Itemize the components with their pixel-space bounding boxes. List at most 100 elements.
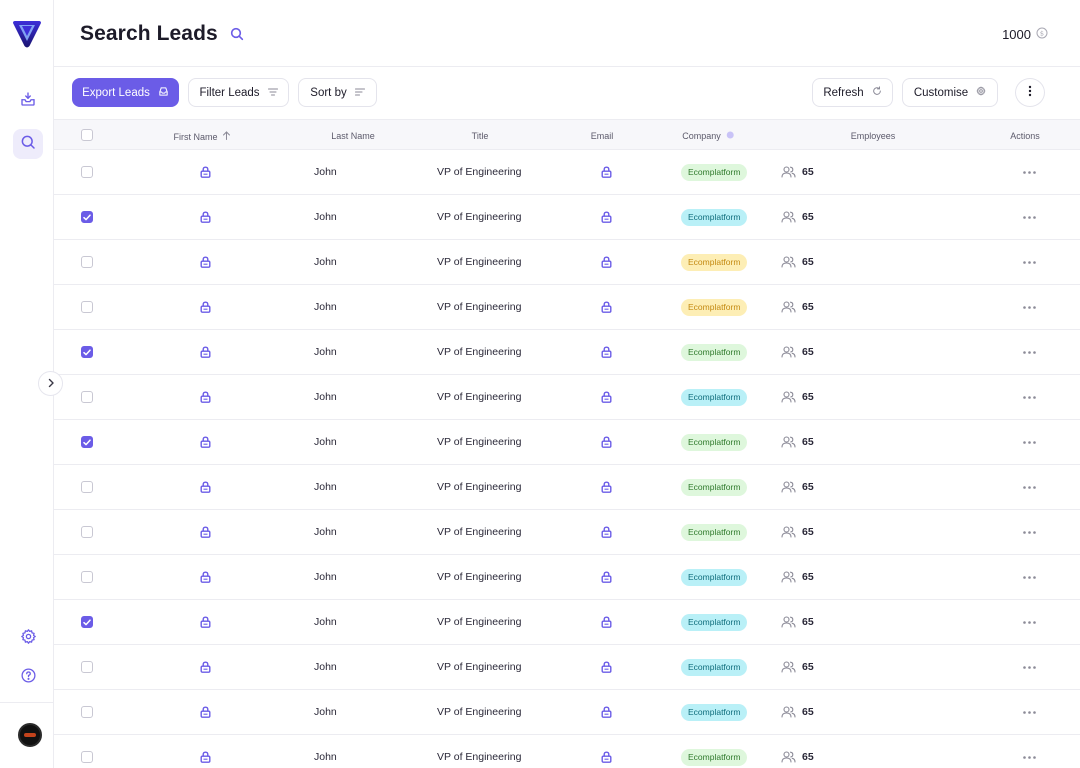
lock-icon[interactable] xyxy=(601,301,612,313)
lock-icon[interactable] xyxy=(601,661,612,673)
lock-icon[interactable] xyxy=(200,481,211,493)
lock-icon[interactable] xyxy=(601,481,612,493)
email-locked[interactable] xyxy=(601,375,612,419)
lock-icon[interactable] xyxy=(200,391,211,403)
refresh-button[interactable]: Refresh xyxy=(812,78,893,107)
table-row[interactable]: John VP of Engineering Ecomplatform 65 xyxy=(54,240,1080,285)
row-checkbox-cell[interactable] xyxy=(81,285,93,329)
checkbox[interactable] xyxy=(81,128,93,141)
row-actions-button[interactable] xyxy=(1023,510,1036,554)
more-horizontal-icon[interactable] xyxy=(1023,440,1036,444)
sidebar-item-search[interactable] xyxy=(13,129,43,159)
first-name-locked[interactable] xyxy=(200,375,211,419)
row-checkbox-cell[interactable] xyxy=(81,690,93,734)
row-checkbox-cell[interactable] xyxy=(81,465,93,509)
company-badge[interactable]: Ecomplatform xyxy=(681,163,748,181)
first-name-locked[interactable] xyxy=(200,420,211,464)
arrow-up-icon[interactable] xyxy=(223,131,231,142)
row-checkbox-cell[interactable] xyxy=(81,195,93,239)
more-horizontal-icon[interactable] xyxy=(1023,215,1036,219)
row-actions-button[interactable] xyxy=(1023,645,1036,689)
table-row[interactable]: John VP of Engineering Ecomplatform 65 xyxy=(54,600,1080,645)
table-row[interactable]: John VP of Engineering Ecomplatform 65 xyxy=(54,195,1080,240)
column-header-first-name[interactable]: First Name xyxy=(173,131,231,142)
first-name-locked[interactable] xyxy=(200,195,211,239)
filter-leads-button[interactable]: Filter Leads xyxy=(188,78,289,107)
column-header-last-name[interactable]: Last Name xyxy=(331,131,375,141)
email-locked[interactable] xyxy=(601,645,612,689)
column-header-employees[interactable]: Employees xyxy=(850,131,896,141)
checkbox[interactable] xyxy=(81,346,93,358)
company-badge[interactable]: Ecomplatform xyxy=(681,388,748,406)
checkbox[interactable] xyxy=(81,211,93,223)
row-checkbox-cell[interactable] xyxy=(81,555,93,599)
more-horizontal-icon[interactable] xyxy=(1023,170,1036,174)
row-checkbox-cell[interactable] xyxy=(81,510,93,554)
company-badge[interactable]: Ecomplatform xyxy=(681,568,748,586)
row-checkbox-cell[interactable] xyxy=(81,420,93,464)
lock-icon[interactable] xyxy=(601,526,612,538)
checkbox[interactable] xyxy=(81,166,93,178)
more-horizontal-icon[interactable] xyxy=(1023,395,1036,399)
row-actions-button[interactable] xyxy=(1023,330,1036,374)
first-name-locked[interactable] xyxy=(200,285,211,329)
row-actions-button[interactable] xyxy=(1023,690,1036,734)
lock-icon[interactable] xyxy=(601,391,612,403)
more-options-button[interactable] xyxy=(1015,78,1045,107)
lock-icon[interactable] xyxy=(601,571,612,583)
company-badge[interactable]: Ecomplatform xyxy=(681,253,748,271)
first-name-locked[interactable] xyxy=(200,240,211,284)
row-checkbox-cell[interactable] xyxy=(81,240,93,284)
email-locked[interactable] xyxy=(601,735,612,768)
column-header-company[interactable]: Company xyxy=(682,131,734,141)
table-row[interactable]: John VP of Engineering Ecomplatform 65 xyxy=(54,330,1080,375)
more-horizontal-icon[interactable] xyxy=(1023,620,1036,624)
email-locked[interactable] xyxy=(601,285,612,329)
company-badge[interactable]: Ecomplatform xyxy=(681,703,748,721)
table-row[interactable]: John VP of Engineering Ecomplatform 65 xyxy=(54,285,1080,330)
lock-icon[interactable] xyxy=(601,256,612,268)
row-actions-button[interactable] xyxy=(1023,600,1036,644)
lock-icon[interactable] xyxy=(601,616,612,628)
more-horizontal-icon[interactable] xyxy=(1023,755,1036,759)
row-checkbox-cell[interactable] xyxy=(81,645,93,689)
row-actions-button[interactable] xyxy=(1023,465,1036,509)
more-horizontal-icon[interactable] xyxy=(1023,350,1036,354)
row-actions-button[interactable] xyxy=(1023,150,1036,194)
lock-icon[interactable] xyxy=(601,751,612,763)
row-actions-button[interactable] xyxy=(1023,285,1036,329)
more-horizontal-icon[interactable] xyxy=(1023,305,1036,309)
sidebar-item-settings[interactable] xyxy=(13,624,43,654)
lock-icon[interactable] xyxy=(200,436,211,448)
email-locked[interactable] xyxy=(601,555,612,599)
table-row[interactable]: John VP of Engineering Ecomplatform 65 xyxy=(54,150,1080,195)
company-badge[interactable]: Ecomplatform xyxy=(681,208,748,226)
checkbox[interactable] xyxy=(81,526,93,538)
more-horizontal-icon[interactable] xyxy=(1023,485,1036,489)
checkbox[interactable] xyxy=(81,751,93,763)
first-name-locked[interactable] xyxy=(200,330,211,374)
more-horizontal-icon[interactable] xyxy=(1023,575,1036,579)
table-row[interactable]: John VP of Engineering Ecomplatform 65 xyxy=(54,420,1080,465)
export-leads-button[interactable]: Export Leads xyxy=(72,78,179,107)
lock-icon[interactable] xyxy=(200,751,211,763)
lock-icon[interactable] xyxy=(200,616,211,628)
checkbox[interactable] xyxy=(81,391,93,403)
lock-icon[interactable] xyxy=(200,301,211,313)
search-icon[interactable] xyxy=(229,26,245,47)
table-row[interactable]: John VP of Engineering Ecomplatform 65 xyxy=(54,735,1080,768)
lock-icon[interactable] xyxy=(601,436,612,448)
checkbox[interactable] xyxy=(81,256,93,268)
more-horizontal-icon[interactable] xyxy=(1023,665,1036,669)
brand-logo-icon[interactable] xyxy=(11,18,43,50)
email-locked[interactable] xyxy=(601,690,612,734)
first-name-locked[interactable] xyxy=(200,600,211,644)
email-locked[interactable] xyxy=(601,510,612,554)
email-locked[interactable] xyxy=(601,150,612,194)
row-checkbox-cell[interactable] xyxy=(81,375,93,419)
more-horizontal-icon[interactable] xyxy=(1023,530,1036,534)
lock-icon[interactable] xyxy=(200,211,211,223)
checkbox[interactable] xyxy=(81,481,93,493)
sidebar-item-help[interactable] xyxy=(13,663,43,693)
row-checkbox-cell[interactable] xyxy=(81,150,93,194)
